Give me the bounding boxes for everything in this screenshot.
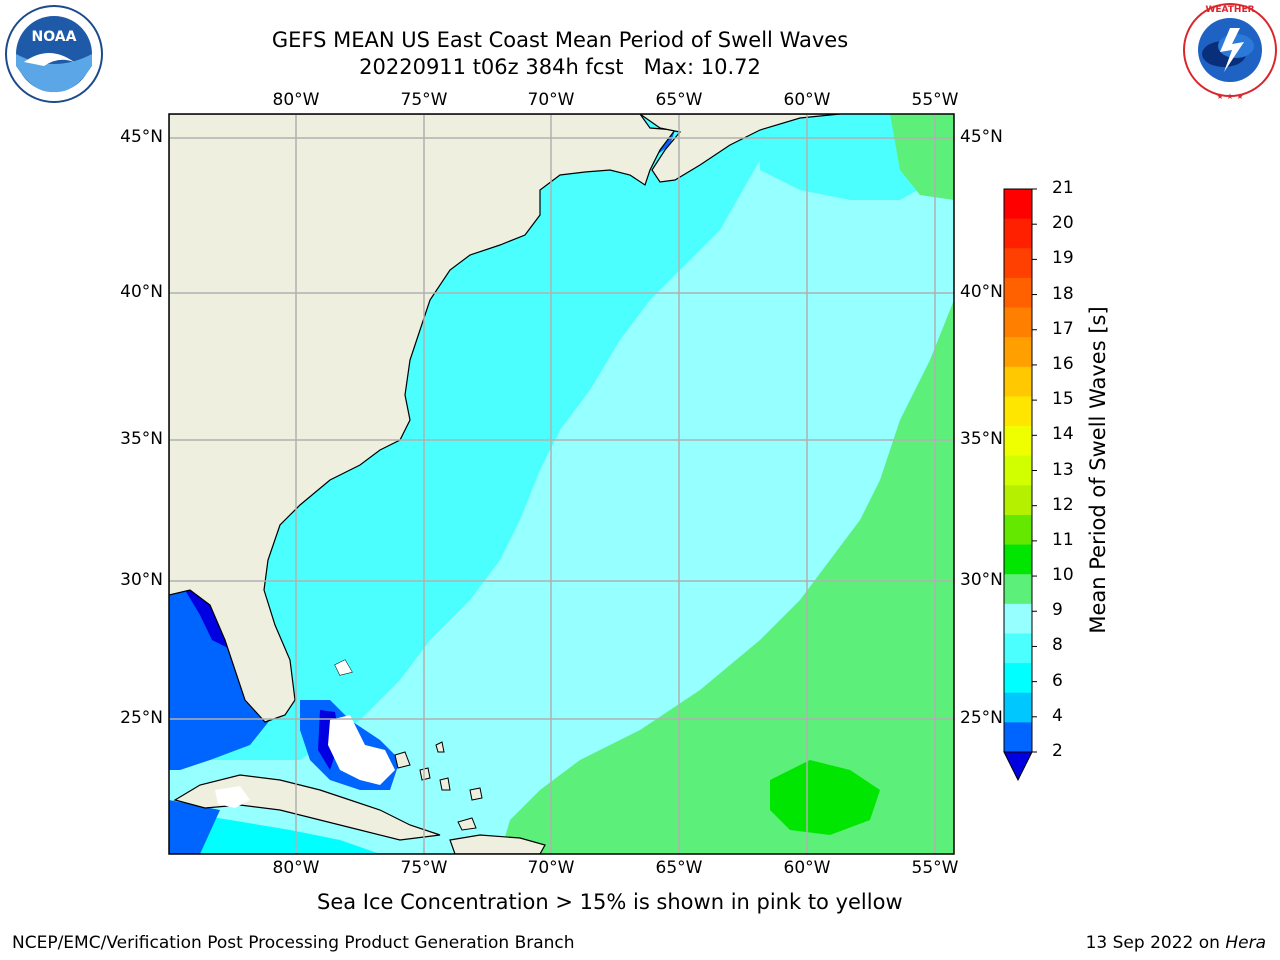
lon-label-top: 60°W [783, 90, 831, 110]
colorbar-tick-label: 19 [1052, 248, 1074, 269]
swell-region-below-2s-gulf [185, 590, 232, 650]
map-subtitle: 20220911 t06z 384h fcst Max: 10.72 [359, 55, 761, 79]
colorbar-segment [1004, 277, 1032, 309]
svg-text:WEATHER: WEATHER [1205, 5, 1254, 15]
colorbar-segment [1004, 366, 1032, 397]
swell-region-2-4s-caribbean [169, 800, 220, 854]
colorbar-tick-label: 2 [1052, 741, 1063, 761]
noaa-logo: NOAA [5, 5, 103, 103]
colorbar-tick-label: 18 [1052, 283, 1074, 304]
date-stamp: 13 Sep 2022 on Hera [1086, 933, 1266, 953]
colorbar-segment [1004, 455, 1032, 486]
svg-text:NOAA: NOAA [32, 29, 77, 45]
colorbar-segment [1004, 692, 1032, 723]
svg-text:★ ★ ★: ★ ★ ★ [1216, 92, 1243, 101]
colorbar-tick-label: 17 [1052, 318, 1074, 339]
colorbar-tick-label: 12 [1052, 494, 1074, 515]
masked-banks [215, 660, 395, 808]
lat-label-left: 25°N [120, 708, 163, 728]
colorbar-segment [1004, 337, 1032, 368]
lon-label-top: 70°W [527, 90, 575, 110]
colorbar-segment [1004, 663, 1032, 694]
land-maritimes [638, 114, 841, 183]
colorbar-segment [1004, 307, 1032, 338]
land-hispaniola [449, 834, 546, 854]
sea-ice-note: Sea Ice Concentration > 15% is shown in … [317, 890, 903, 914]
colorbar-label: Mean Period of Swell Waves [s] [1086, 306, 1110, 634]
swell-region-10-11s [770, 760, 880, 835]
swell-region-4-6s-caribbean [169, 810, 380, 854]
colorbar-segment [1004, 603, 1032, 634]
colorbar-tick-label: 16 [1052, 353, 1074, 374]
lat-label-left: 35°N [120, 429, 163, 449]
lat-label-right: 45°N [960, 127, 1003, 147]
lon-label-top: 65°W [655, 90, 703, 110]
date-text: 13 Sep 2022 on [1085, 933, 1226, 953]
lon-label-top: 55°W [911, 90, 959, 110]
colorbar-segment [1004, 189, 1032, 220]
swell-region-2-4s-gulf [169, 590, 270, 770]
map-frame [168, 113, 955, 855]
colorbar-segment [1004, 396, 1032, 427]
lat-label-right: 35°N [960, 429, 1003, 449]
colorbar-tick-label: 14 [1052, 424, 1074, 445]
colorbar-tick-label: 10 [1052, 565, 1074, 586]
lon-label-bottom: 75°W [400, 858, 448, 878]
colorbar-segment [1004, 574, 1032, 605]
lat-label-left: 30°N [120, 570, 163, 590]
lon-label-bottom: 65°W [655, 858, 703, 878]
graticule [169, 114, 954, 854]
lon-label-top: 80°W [272, 90, 320, 110]
lon-label-bottom: 80°W [272, 858, 320, 878]
colorbar-tick-label: 20 [1052, 213, 1074, 234]
colorbar-tick-label: 6 [1052, 670, 1063, 691]
colorbar-segment [1004, 485, 1032, 516]
lon-label-top: 75°W [400, 90, 448, 110]
colorbar-tick-label: 21 [1052, 178, 1074, 198]
nws-logo: WEATHER ★ ★ ★ [1183, 3, 1277, 101]
colorbar-segment [1004, 426, 1032, 457]
colorbar-tick-label: 15 [1052, 389, 1074, 410]
colorbar-extend-triangle [1003, 751, 1033, 782]
colorbar-segment [1004, 544, 1032, 575]
colorbar-tick-label: 13 [1052, 459, 1074, 480]
swell-region-9-10s-ne [890, 114, 954, 200]
swell-region-9-10s [500, 300, 954, 854]
lat-label-right: 40°N [960, 282, 1003, 302]
colorbar-segment [1004, 722, 1032, 753]
host-name: Hera [1225, 933, 1266, 953]
colorbar-tick-label: 9 [1052, 600, 1063, 621]
lon-label-bottom: 70°W [527, 858, 575, 878]
colorbar-segment [1004, 514, 1032, 546]
colorbar-segment [1004, 633, 1032, 664]
credit-text: NCEP/EMC/Verification Post Processing Pr… [12, 933, 575, 953]
lat-label-right: 25°N [960, 708, 1003, 728]
lat-label-right: 30°N [960, 570, 1003, 590]
lon-label-bottom: 60°W [783, 858, 831, 878]
colorbar-tick-label: 4 [1052, 705, 1063, 726]
colorbar-tick-label: 11 [1052, 529, 1074, 550]
colorbar-segment [1004, 218, 1032, 249]
lat-label-left: 45°N [120, 127, 163, 147]
lat-label-left: 40°N [120, 282, 163, 302]
colorbar-segment [1004, 248, 1032, 279]
colorbar-tick-label: 8 [1052, 635, 1063, 656]
lon-label-bottom: 55°W [911, 858, 959, 878]
map-title: GEFS MEAN US East Coast Mean Period of S… [271, 28, 849, 52]
